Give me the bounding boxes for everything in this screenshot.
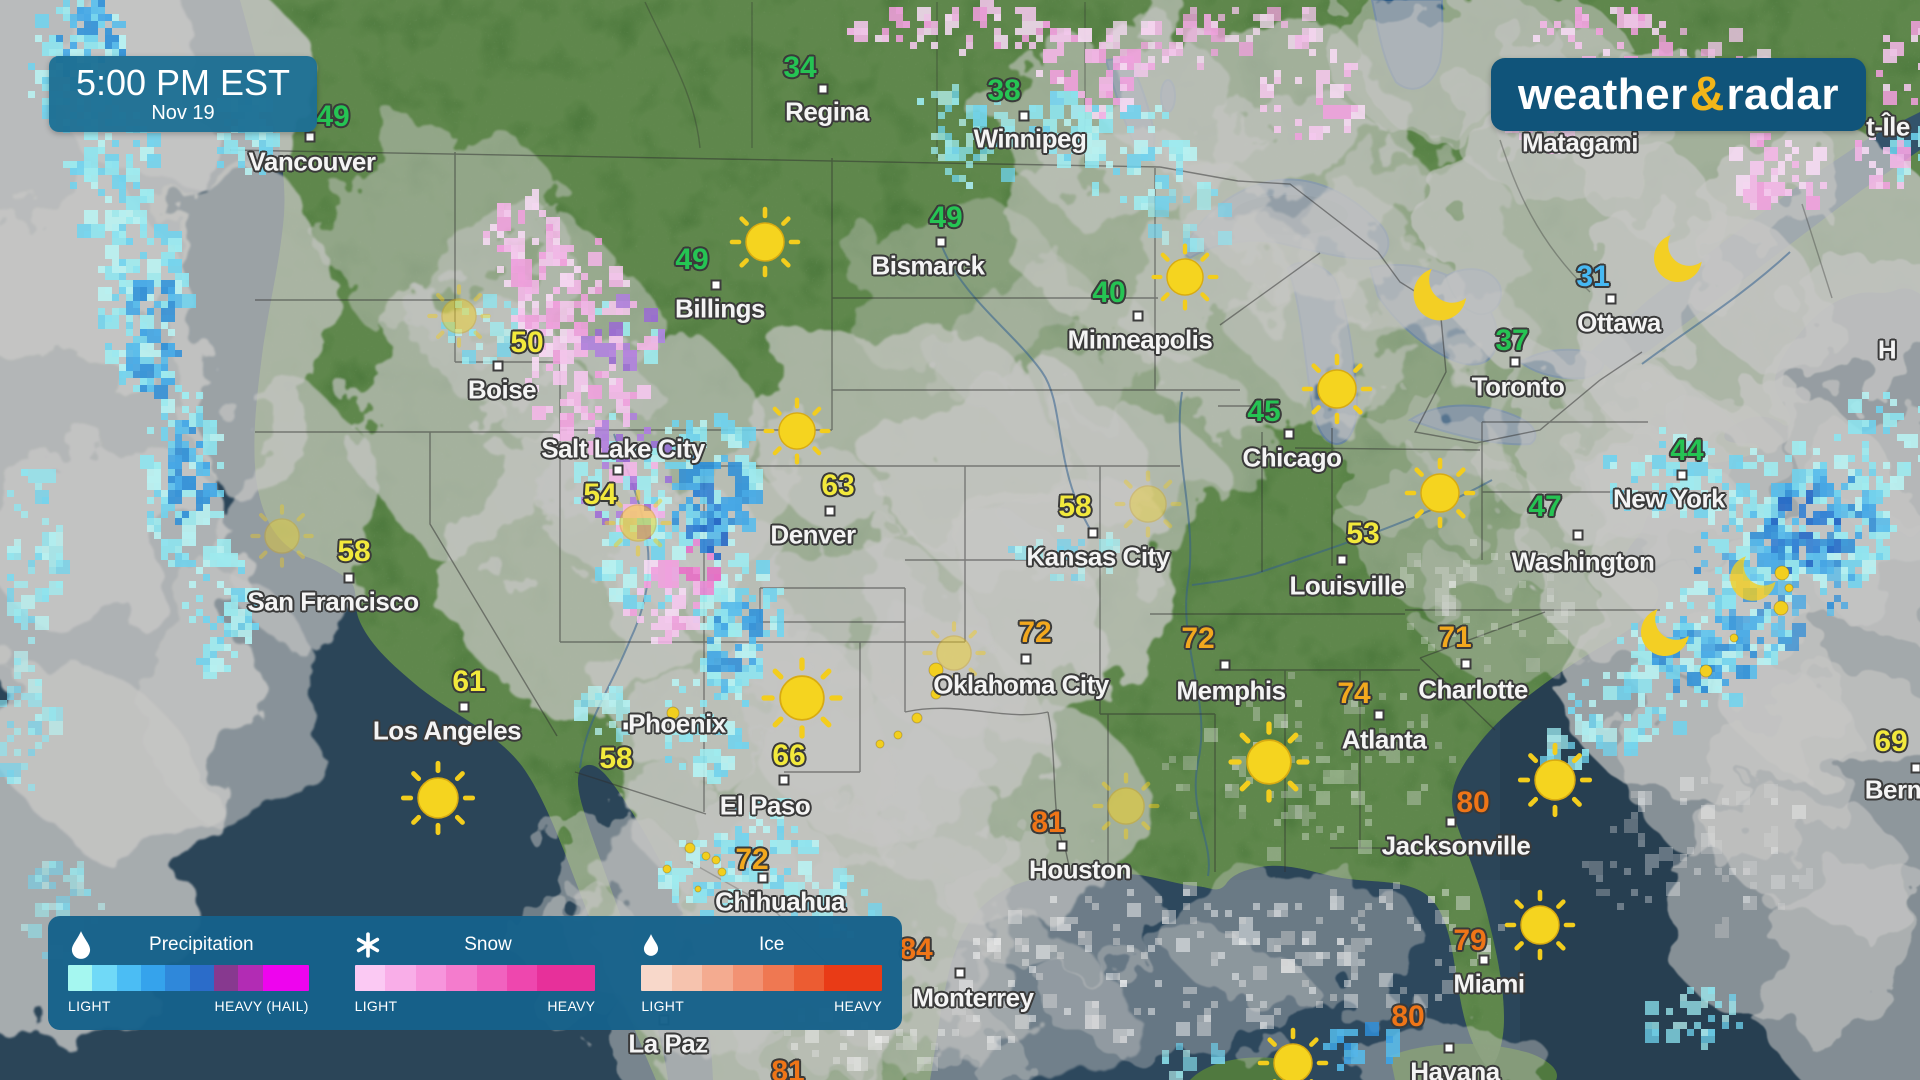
legend-section-snow: Snow LIGHT HEAVY [354, 928, 596, 1018]
scale-color-step [116, 965, 141, 991]
scale-color-step [92, 965, 117, 991]
legend-title: Snow [464, 934, 512, 955]
scale-color-step [824, 965, 882, 991]
scale-max-label: HEAVY (HAIL) [214, 998, 309, 1014]
legend-section-ice: Ice LIGHT HEAVY [641, 928, 882, 1018]
scale-color-step [446, 965, 477, 991]
scale-color-step [793, 965, 825, 991]
scale-color-step [537, 965, 596, 991]
scale-color-step [507, 965, 538, 991]
timestamp-time: 5:00 PM EST [75, 62, 291, 103]
scale-color-step [189, 965, 214, 991]
ice-droplet-icon [644, 934, 659, 956]
scale-color-step [238, 965, 263, 991]
map-legend: Precipitation LIGHT HEAVY (HAIL) Snow [48, 916, 902, 1030]
legend-title: Precipitation [149, 934, 254, 955]
legend-title: Ice [758, 934, 785, 955]
ice-scale [641, 965, 882, 991]
timestamp-badge: 5:00 PM EST Nov 19 [49, 56, 317, 132]
scale-max-label: HEAVY [834, 998, 882, 1014]
scale-color-step [476, 965, 507, 991]
scale-color-step [165, 965, 190, 991]
scale-color-step [415, 965, 447, 991]
logo-radar-text: radar [1726, 69, 1840, 119]
scale-color-step [213, 965, 239, 991]
scale-min-label: LIGHT [641, 998, 685, 1014]
snow-scale [354, 965, 596, 991]
scale-max-label: HEAVY [547, 998, 596, 1014]
scale-color-step [385, 965, 416, 991]
legend-section-precipitation: Precipitation LIGHT HEAVY (HAIL) [68, 928, 309, 1018]
scale-color-step [671, 965, 703, 991]
rivers [579, 243, 1791, 877]
logo-weather-text: weather [1517, 69, 1688, 119]
scale-color-step [732, 965, 764, 991]
precipitation-scale [68, 965, 309, 991]
logo-ampersand-icon: & [1689, 68, 1725, 121]
scale-color-step [354, 965, 386, 991]
scale-min-label: LIGHT [354, 998, 398, 1014]
snowflake-icon [356, 932, 379, 958]
scale-color-step [140, 965, 166, 991]
scale-color-step [641, 965, 672, 991]
scale-color-step [262, 965, 309, 991]
scale-color-step [763, 965, 794, 991]
timestamp-date: Nov 19 [151, 102, 215, 124]
scale-min-label: LIGHT [68, 998, 111, 1014]
scale-color-step [68, 965, 93, 991]
droplet-icon [71, 931, 91, 959]
scale-color-step [702, 965, 733, 991]
app-logo: weather & radar [1491, 58, 1866, 131]
